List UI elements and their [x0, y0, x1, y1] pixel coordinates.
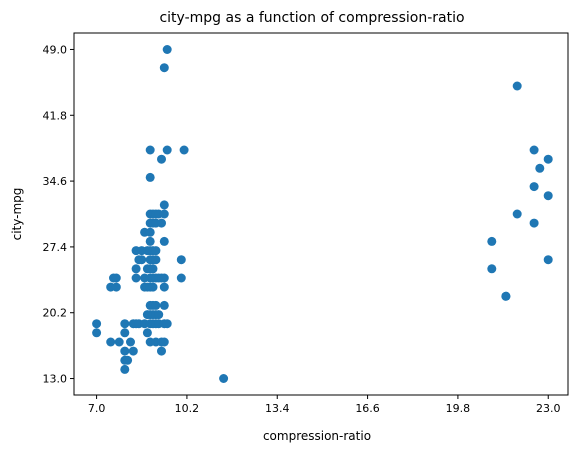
chart-title: city-mpg as a function of compression-ra… [159, 10, 464, 26]
scatter-point [159, 209, 169, 219]
scatter-point [512, 81, 522, 91]
scatter-point [92, 319, 102, 329]
scatter-point [157, 346, 166, 356]
scatter-point [142, 328, 152, 338]
x-tick-label: 16.6 [355, 402, 380, 415]
scatter-point [159, 236, 169, 246]
scatter-point [529, 218, 539, 228]
y-tick-label: 49.0 [43, 43, 68, 56]
scatter-point [128, 346, 138, 356]
scatter-point [120, 319, 130, 329]
scatter-point [159, 273, 169, 283]
scatter-point [114, 337, 124, 347]
scatter-point [176, 273, 186, 283]
scatter-point [148, 264, 158, 274]
scatter-point [154, 310, 164, 320]
scatter-point [151, 300, 161, 310]
scatter-point [120, 328, 130, 338]
scatter-point [219, 374, 229, 383]
scatter-point [111, 282, 121, 292]
scatter-point [162, 319, 172, 329]
scatter-point [529, 145, 539, 155]
scatter-point [487, 264, 497, 274]
scatter-point [501, 291, 511, 301]
scatter-point [487, 236, 497, 246]
scatter-point [145, 172, 155, 182]
x-tick-label: 10.2 [175, 402, 200, 415]
x-tick-label: 23.0 [536, 402, 561, 415]
plot-frame [73, 32, 569, 396]
scatter-point [145, 236, 155, 246]
y-tick-label: 34.6 [43, 175, 68, 188]
x-tick-label: 7.0 [88, 402, 106, 415]
scatter-point [176, 255, 186, 265]
scatter-point [162, 145, 172, 155]
x-axis-label: compression-ratio [263, 429, 371, 443]
y-tick-label: 13.0 [43, 373, 68, 386]
scatter-point [145, 227, 155, 237]
x-tick-label: 19.8 [446, 402, 471, 415]
scatter-point [157, 218, 166, 228]
scatter-point [106, 337, 116, 347]
scatter-point [159, 300, 169, 310]
scatter-point [535, 163, 545, 173]
y-tick-label: 20.2 [43, 307, 68, 320]
scatter-point [92, 328, 102, 338]
scatter-point [157, 154, 166, 164]
scatter-point [120, 364, 130, 374]
scatter-point [148, 282, 158, 292]
scatter-point [159, 200, 169, 210]
x-tick-label: 13.4 [265, 402, 290, 415]
y-tick-label: 41.8 [43, 109, 68, 122]
scatter-points [92, 45, 553, 383]
y-axis-label: city-mpg [10, 188, 24, 241]
scatter-point [529, 182, 539, 192]
scatter-point [145, 145, 155, 155]
scatter-point [126, 337, 135, 347]
scatter-point [151, 255, 161, 265]
scatter-point [159, 337, 169, 347]
scatter-point [162, 45, 172, 54]
scatter-point [137, 255, 147, 265]
scatter-point [179, 145, 189, 155]
scatter-point [159, 63, 169, 73]
scatter-point [131, 273, 141, 283]
scatter-point [111, 273, 121, 283]
scatter-point [123, 355, 133, 365]
scatter-point [543, 154, 553, 164]
scatter-point [512, 209, 522, 219]
y-axis-ticks: 13.0 20.2 27.4 34.6 41.8 49.0 [43, 43, 74, 386]
y-tick-label: 27.4 [43, 241, 68, 254]
scatter-point [120, 346, 130, 356]
x-axis-ticks: 7.0 10.2 13.4 16.6 19.8 23.0 [88, 395, 561, 415]
scatter-point [151, 246, 161, 256]
scatter-point [159, 282, 169, 292]
scatter-point [131, 264, 141, 274]
scatter-point [543, 255, 553, 265]
scatter-point [543, 191, 553, 201]
